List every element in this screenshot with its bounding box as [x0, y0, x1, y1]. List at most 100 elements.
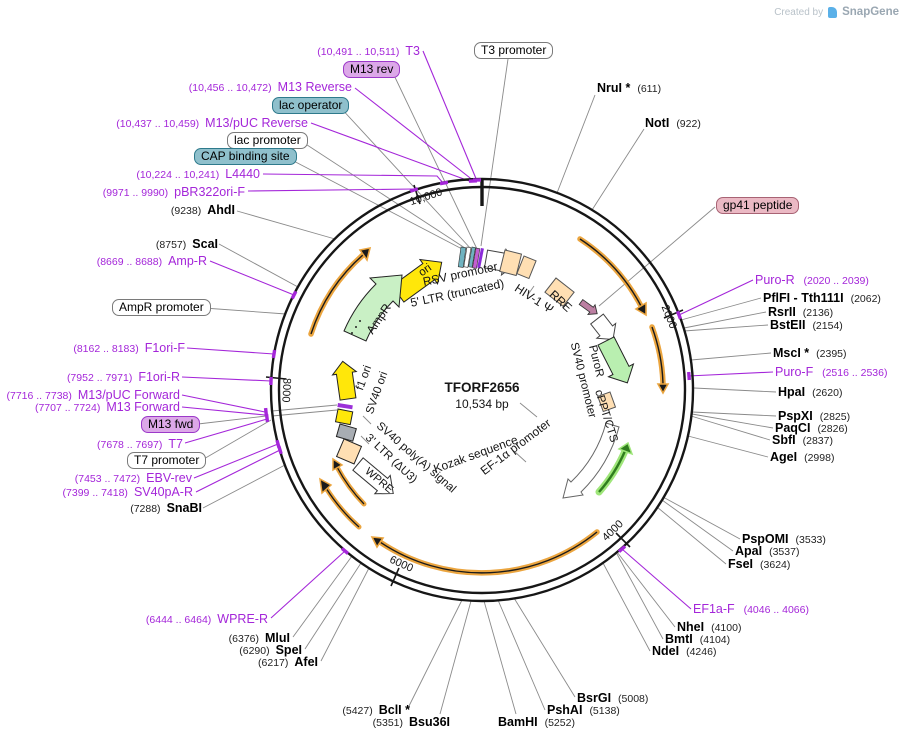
boxed-label-t3-promoter[interactable]: T3 promoter	[474, 42, 554, 59]
boxed-label-gp41-peptide[interactable]: gp41 peptide	[716, 197, 800, 214]
enzyme-label-ahdi[interactable]: (9238) AhdI	[170, 203, 235, 218]
feature-gp41-arrow[interactable]	[577, 297, 600, 318]
primer-label-amp-r[interactable]: (8669 .. 8688) Amp-R	[96, 254, 207, 269]
primer-label-m13-reverse[interactable]: (10,456 .. 10,472) M13 Reverse	[188, 80, 352, 95]
watermark-prefix: Created by	[774, 6, 824, 18]
enzyme-label-nhei[interactable]: NheI (4100)	[677, 620, 742, 635]
features	[331, 246, 640, 503]
boxed-label-t7-promoter[interactable]: T7 promoter	[127, 452, 207, 469]
boxed-label-lac-promoter[interactable]: lac promoter	[227, 132, 308, 149]
plasmid-name: TFORF2656	[444, 380, 520, 395]
primer-ticks	[263, 178, 691, 555]
orf-arc-upper-left	[308, 246, 372, 337]
enzyme-label-spei[interactable]: (6290) SpeI	[239, 643, 302, 658]
enzyme-label-bsrgi[interactable]: BsrGI (5008)	[577, 691, 649, 706]
plasmid-ring	[265, 177, 695, 603]
orf-arc-right-lower	[649, 324, 670, 395]
orf-arc-lower-left-inner	[332, 457, 367, 507]
plasmid-title: TFORF2656 10,534 bp	[444, 380, 520, 411]
feature-rre-block[interactable]	[544, 277, 575, 308]
snapgene-logo-icon	[828, 6, 838, 18]
feature-ef1a-arc-arrow[interactable]	[562, 422, 620, 499]
primer-connector-lines	[181, 50, 774, 619]
boxed-label-ampr-promoter[interactable]: AmpR promoter	[112, 299, 211, 316]
connector-lines	[197, 58, 777, 715]
enzyme-label-mlui[interactable]: (6376) MluI	[228, 631, 290, 646]
scale-ticks	[265, 184, 684, 587]
feature-3ltr-block[interactable]	[335, 438, 363, 465]
primer-label-ef1a-f[interactable]: EF1a-F (4046 .. 4066)	[693, 602, 809, 617]
boxed-label-m13-fwd[interactable]: M13 fwd	[141, 416, 201, 433]
enzyme-label-agei[interactable]: AgeI (2998)	[770, 450, 835, 465]
feature-cppt-block[interactable]	[597, 391, 617, 413]
boxed-label-cap-binding-site[interactable]: CAP binding site	[194, 148, 297, 165]
primer-label-f1ori-r[interactable]: (7952 .. 7971) F1ori-R	[66, 370, 180, 385]
feature-sv40polya-block[interactable]	[335, 423, 357, 442]
enzyme-label-apai[interactable]: ApaI (3537)	[735, 544, 800, 559]
primer-label-puro-r[interactable]: Puro-R (2020 .. 2039)	[755, 273, 869, 288]
enzyme-label-msci[interactable]: MscI * (2395)	[773, 346, 847, 361]
enzyme-label-sbfi[interactable]: SbfI (2837)	[772, 433, 833, 448]
enzyme-label-paqci[interactable]: PaqCI (2826)	[775, 421, 848, 436]
feature-t3-stripe[interactable]	[477, 248, 484, 269]
watermark-brand: SnapGene	[842, 6, 899, 18]
label-f1ori: f1 ori	[354, 364, 374, 392]
boxed-label-m13-rev[interactable]: M13 rev	[343, 61, 401, 78]
snapgene-watermark: Created by SnapGene	[774, 6, 899, 18]
feature-wpre-arrow[interactable]	[350, 455, 401, 503]
enzyme-label-snabi[interactable]: (7288) SnaBI	[130, 501, 202, 516]
feature-ampr-arrow[interactable]	[343, 274, 403, 342]
feature-sv40promoter-arrow[interactable]	[588, 312, 623, 347]
enzyme-label-pflfi-tth111i[interactable]: PflFI - Tth111I (2062)	[763, 291, 881, 306]
primer-label-m13-puc-forward[interactable]: (7716 .. 7738) M13/pUC Forward	[6, 388, 180, 403]
enzyme-label-scai[interactable]: (8757) ScaI	[155, 237, 218, 252]
orf-arc-green	[595, 441, 634, 496]
enzyme-label-bsu36i[interactable]: (5351) Bsu36I	[372, 715, 450, 730]
primer-label-sv40pa-r[interactable]: (7399 .. 7418) SV40pA-R	[62, 485, 193, 500]
feature-puror-arrow[interactable]	[594, 335, 640, 390]
primer-label-f1ori-f[interactable]: (8162 .. 8183) F1ori-F	[73, 341, 185, 356]
orf-arc-right-upper	[577, 236, 647, 317]
enzyme-label-fsei[interactable]: FseI (3624)	[728, 557, 791, 572]
enzyme-label-bmti[interactable]: BmtI (4104)	[665, 632, 731, 647]
enzyme-label-pshai[interactable]: PshAI (5138)	[547, 703, 620, 718]
feature-psi-block-1[interactable]	[499, 249, 523, 277]
enzyme-label-pspxi[interactable]: PspXI (2825)	[778, 409, 851, 424]
primer-label-ebv-rev[interactable]: (7453 .. 7472) EBV-rev	[74, 471, 192, 486]
feature-ori-arrow[interactable]	[389, 250, 450, 306]
primer-label-wpre-r[interactable]: (6444 .. 6464) WPRE-R	[145, 612, 268, 627]
enzyme-label-afei[interactable]: (6217) AfeI	[258, 655, 318, 670]
enzyme-label-bamhi[interactable]: BamHI (5252)	[498, 715, 575, 730]
enzyme-label-rsrii[interactable]: RsrII (2136)	[768, 305, 834, 320]
enzyme-label-noti[interactable]: NotI (922)	[645, 116, 701, 131]
feature-cap-stripe[interactable]	[457, 246, 467, 268]
feature-sv40ori-block[interactable]	[334, 408, 354, 426]
enzyme-label-hpai[interactable]: HpaI (2620)	[778, 385, 843, 400]
feature-psi-block-2[interactable]	[516, 255, 537, 280]
primer-label-m13-forward[interactable]: (7707 .. 7724) M13 Forward	[34, 400, 180, 415]
feature-lacoperator-stripe[interactable]	[468, 246, 476, 268]
enzyme-label-nrui[interactable]: NruI * (611)	[597, 81, 662, 96]
feature-m13rev-stripe[interactable]	[472, 247, 481, 269]
primer-label-t7[interactable]: (7678 .. 7697) T7	[97, 437, 183, 452]
enzyme-label-pspomi[interactable]: PspOMI (3533)	[742, 532, 826, 547]
feature-primer-stripe[interactable]	[337, 403, 353, 410]
primer-label-l4440[interactable]: (10,224 .. 10,241) L4440	[136, 167, 260, 182]
feature-f1ori-arrow[interactable]	[331, 360, 360, 401]
primer-label-m13-puc-reverse[interactable]: (10,437 .. 10,459) M13/pUC Reverse	[116, 116, 308, 131]
scale-8000: 8000	[279, 378, 292, 403]
enzyme-label-ndei[interactable]: NdeI (4246)	[652, 644, 717, 659]
enzyme-label-bsteii[interactable]: BstEII (2154)	[770, 318, 843, 333]
orf-arcs	[308, 236, 670, 576]
orf-arc-lower-left-outer	[319, 477, 362, 530]
orf-arc-bottom	[370, 529, 600, 576]
primer-label-t3[interactable]: (10,491 .. 10,511) T3	[317, 44, 420, 59]
boxed-label-lac-operator[interactable]: lac operator	[272, 97, 350, 114]
feature-lacpromoter-stripe[interactable]	[463, 246, 472, 268]
primer-label-pbr322ori-f[interactable]: (9971 .. 9990) pBR322ori-F	[102, 185, 245, 200]
primer-label-puro-f[interactable]: Puro-F (2516 .. 2536)	[775, 365, 888, 380]
enzyme-label-bcli[interactable]: (5427) BclI *	[342, 703, 410, 718]
plasmid-size: 10,534 bp	[455, 397, 509, 411]
